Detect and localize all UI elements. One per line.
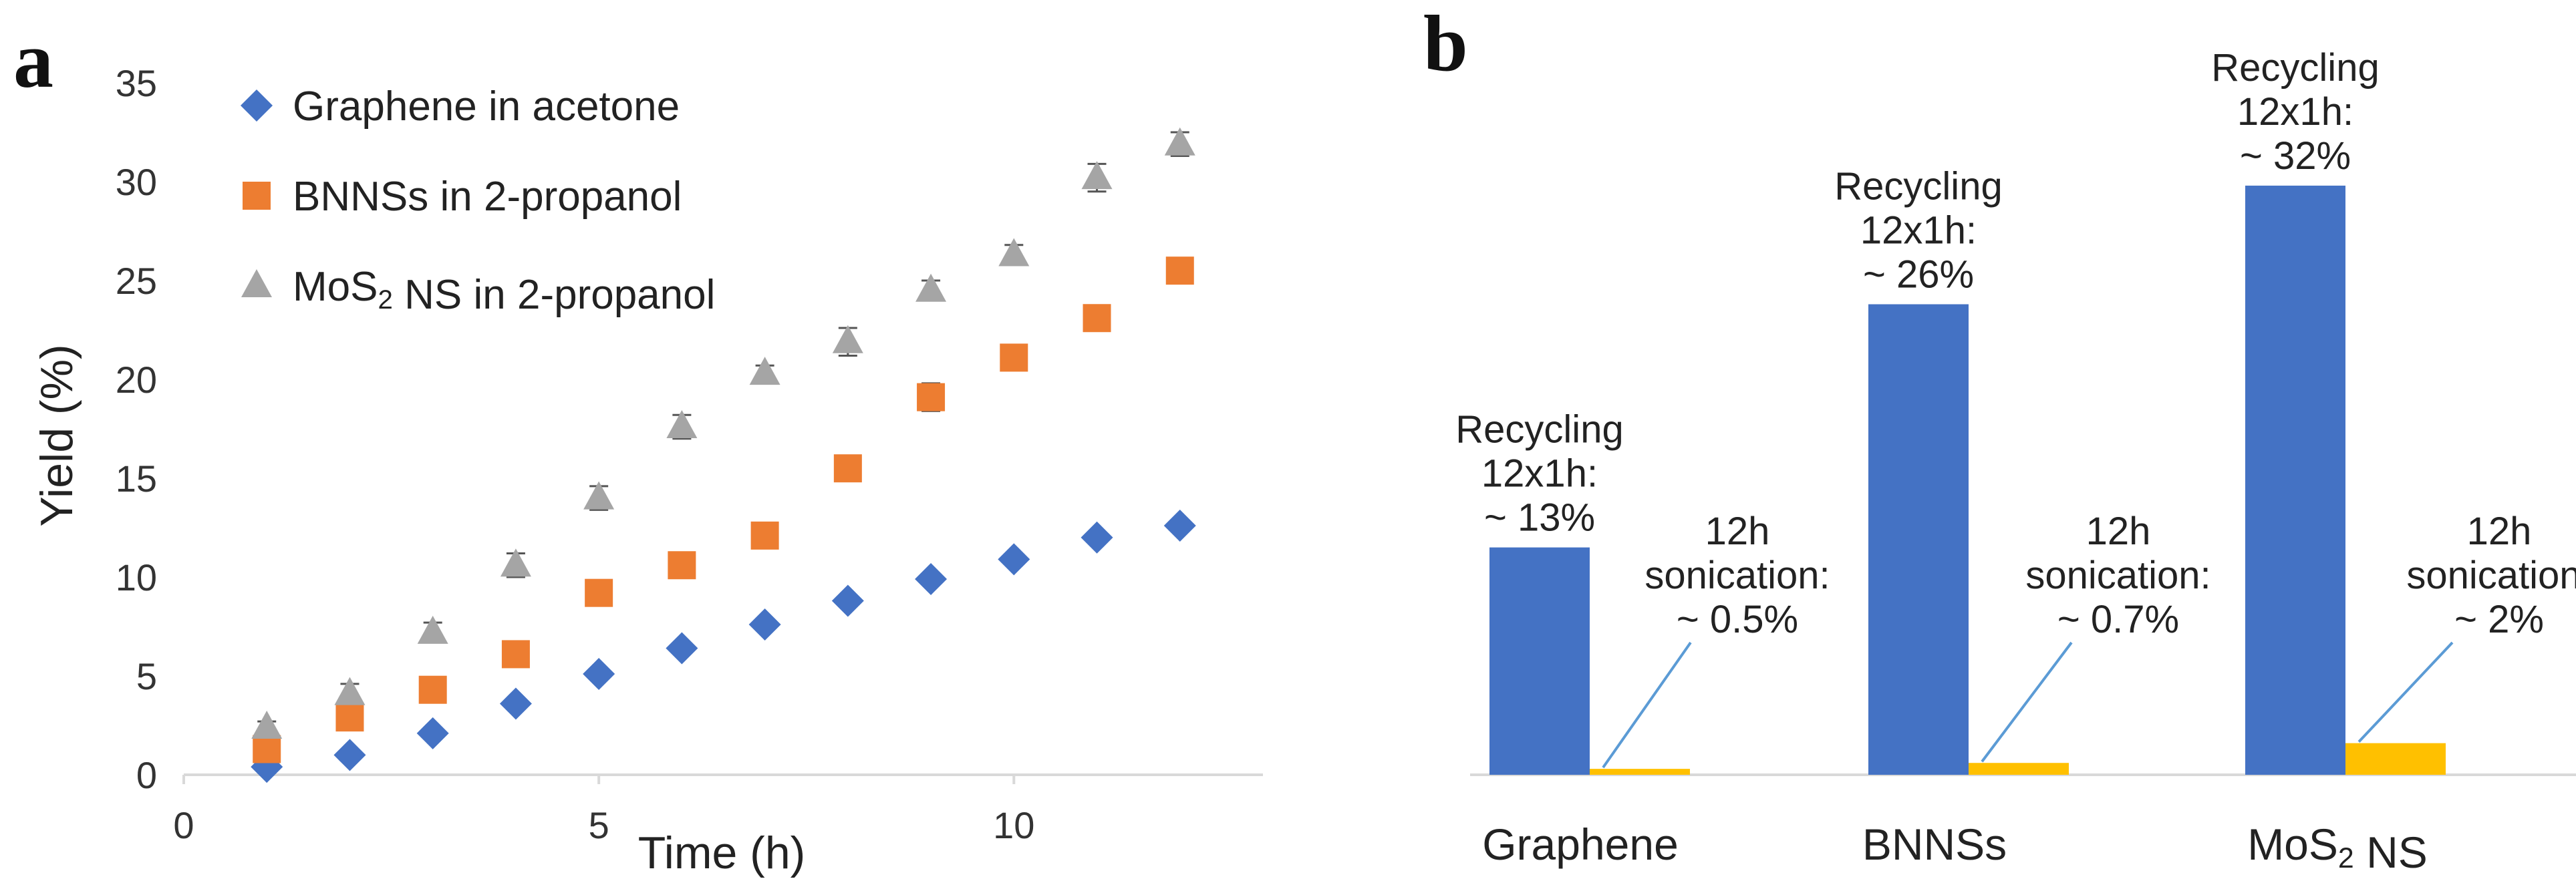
y-tick-label: 20 xyxy=(116,359,157,401)
panel-a-label: a xyxy=(13,15,53,104)
data-point xyxy=(585,578,613,607)
series-1 xyxy=(253,256,1194,763)
data-point xyxy=(1081,521,1113,554)
y-tick-label: 5 xyxy=(136,655,157,697)
sonication-bar xyxy=(2345,743,2446,775)
panel-b-label: b xyxy=(1423,0,1468,87)
legend-marker xyxy=(241,90,273,122)
data-point xyxy=(418,675,447,704)
category-label: Graphene xyxy=(1482,820,1679,869)
sonication-annotation: 12h xyxy=(1705,510,1770,553)
data-point xyxy=(915,562,948,595)
data-point xyxy=(915,273,947,302)
panel-a-axes xyxy=(182,773,1263,784)
recycling-annotation: Recycling xyxy=(1834,165,2002,208)
sonication-annotation: ~ 0.5% xyxy=(1677,598,1798,641)
y-axis-title: Yield (%) xyxy=(31,344,82,526)
data-point xyxy=(749,357,780,385)
sonication-annotation: sonication: xyxy=(2025,554,2210,597)
data-point xyxy=(998,238,1030,267)
y-tick-label: 10 xyxy=(116,556,157,598)
data-point xyxy=(501,640,530,669)
sonication-annotation: sonication: xyxy=(1644,554,1830,597)
data-point xyxy=(666,410,698,439)
legend-label: MoS2 NS in 2-propanol xyxy=(293,264,715,318)
data-point xyxy=(251,710,283,739)
y-tick-label: 25 xyxy=(116,260,157,302)
y-tick-label: 35 xyxy=(116,62,157,104)
x-axis-title: Time (h) xyxy=(638,828,806,878)
data-point xyxy=(417,615,448,644)
recycling-bar xyxy=(1489,547,1590,775)
data-point xyxy=(998,543,1030,576)
legend-label: BNNSs in 2-propanol xyxy=(293,174,682,220)
recycling-annotation: Recycling xyxy=(1455,408,1623,452)
data-point xyxy=(335,703,364,732)
legend: Graphene in acetone BNNSs in 2-propanol Mo… xyxy=(241,83,715,318)
data-point xyxy=(253,735,281,763)
leader-line xyxy=(1981,641,2073,763)
x-tick-label: 5 xyxy=(589,804,609,846)
sonication-bar xyxy=(1969,763,2069,775)
data-point xyxy=(1165,256,1194,285)
leader-line xyxy=(1602,641,1692,769)
data-point xyxy=(334,677,366,705)
sonication-annotation: ~ 0.7% xyxy=(2057,598,2179,641)
sonication-annotation: sonication: xyxy=(2406,554,2576,597)
data-point xyxy=(668,551,696,580)
data-point xyxy=(583,481,615,510)
data-point xyxy=(1163,510,1196,542)
recycling-annotation: ~ 32% xyxy=(2240,134,2351,178)
data-point xyxy=(1081,161,1113,190)
legend-marker xyxy=(243,182,271,210)
legend-label: Graphene in acetone xyxy=(293,83,680,130)
data-point xyxy=(748,608,781,641)
series-2 xyxy=(251,127,1195,739)
data-point xyxy=(917,383,946,411)
data-point xyxy=(1083,304,1111,333)
y-tick-label: 15 xyxy=(116,458,157,500)
category-label: MoS2 NS xyxy=(2247,820,2428,877)
sonication-annotation: 12h xyxy=(2467,510,2532,553)
recycling-annotation: 12x1h: xyxy=(2237,90,2353,134)
panel-b-category-labels: Graphene BNNSs MoS2 NS xyxy=(1482,820,2428,877)
panel-b-bars xyxy=(1489,185,2446,775)
recycling-annotation: ~ 26% xyxy=(1863,253,1974,297)
data-point xyxy=(500,548,531,577)
sonication-annotation: ~ 2% xyxy=(2454,598,2544,641)
sonication-annotation: 12h xyxy=(2086,510,2151,553)
legend-marker xyxy=(241,269,272,297)
recycling-annotation: ~ 13% xyxy=(1484,496,1595,540)
data-point xyxy=(416,717,449,749)
sonication-bar xyxy=(1590,769,1690,775)
recycling-annotation: 12x1h: xyxy=(1481,452,1598,496)
data-point xyxy=(1164,127,1195,156)
x-tick-label: 10 xyxy=(993,804,1034,846)
recycling-bar xyxy=(2245,185,2345,775)
series-0 xyxy=(251,510,1196,783)
y-tick-label: 30 xyxy=(116,161,157,203)
data-point xyxy=(333,739,366,771)
x-tick-label: 0 xyxy=(173,804,194,846)
data-point xyxy=(833,454,862,483)
data-point xyxy=(499,687,532,720)
y-tick-label: 0 xyxy=(136,754,157,796)
data-point xyxy=(750,521,779,550)
recycling-annotation: Recycling xyxy=(2211,46,2379,90)
category-label: BNNSs xyxy=(1862,820,2007,869)
panel-a-tick-labels: 0 5 10 15 20 25 30 35 0 5 10 xyxy=(116,62,1035,846)
recycling-annotation: 12x1h: xyxy=(1860,209,1977,252)
panel-a-data-points xyxy=(251,127,1196,783)
data-point xyxy=(832,325,863,353)
data-point xyxy=(583,658,615,691)
leader-line xyxy=(2357,641,2454,743)
data-point xyxy=(666,632,698,665)
data-point xyxy=(831,584,864,617)
data-point xyxy=(1000,343,1028,372)
recycling-bar xyxy=(1868,304,1969,775)
